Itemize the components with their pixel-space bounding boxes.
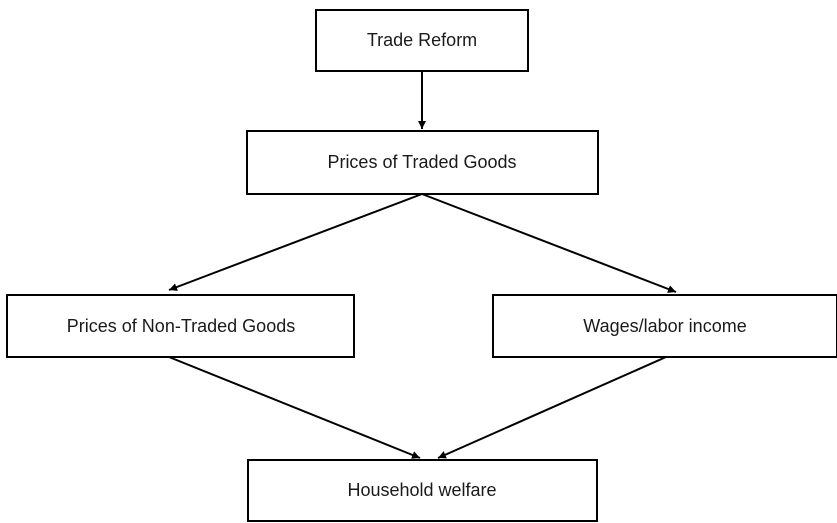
arrow — [421, 193, 677, 293]
node: Trade Reform — [315, 9, 529, 72]
node-box — [6, 294, 355, 358]
node-label: Prices of Traded Goods — [327, 152, 516, 172]
node-box — [246, 130, 599, 195]
arrow — [168, 356, 421, 459]
node-label: Trade Reform — [367, 30, 477, 50]
arrows — [168, 71, 677, 459]
node: Prices of Traded Goods — [246, 130, 599, 195]
arrow — [437, 356, 667, 459]
node-label: Wages/labor income — [583, 316, 746, 336]
node-label: Prices of Non-Traded Goods — [67, 316, 295, 336]
arrow — [168, 193, 423, 291]
node-box — [492, 294, 837, 358]
node: Household welfare — [247, 459, 598, 522]
node: Wages/labor income — [492, 294, 837, 358]
node: Prices of Non-Traded Goods — [6, 294, 355, 358]
node-label: Household welfare — [347, 480, 496, 500]
node-box — [247, 459, 598, 522]
node-box — [315, 9, 529, 72]
